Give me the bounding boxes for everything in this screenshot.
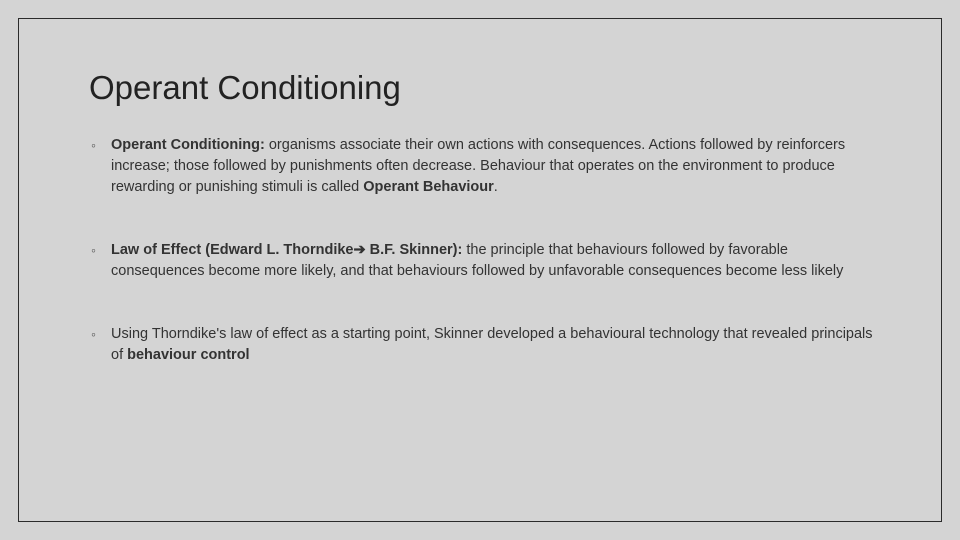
bullet-lead-bold-post: B.F. Skinner): [366,242,463,258]
bullet-lead-bold: Operant Conditioning: [111,137,265,153]
bullet-item: Operant Conditioning: organisms associat… [89,135,881,198]
bullet-list: Operant Conditioning: organisms associat… [89,135,881,366]
bullet-item: Law of Effect (Edward L. Thorndike➔ B.F.… [89,240,881,282]
bullet-lead-bold-pre: Law of Effect (Edward L. Thorndike [111,242,354,258]
bullet-trailing-punct: . [494,179,498,195]
arrow-icon: ➔ [354,242,366,258]
bullet-item: Using Thorndike's law of effect as a sta… [89,324,881,366]
slide-title: Operant Conditioning [89,69,881,107]
bullet-trailing-bold: behaviour control [127,347,249,363]
bullet-trailing-bold: Operant Behaviour [363,179,494,195]
slide-frame: Operant Conditioning Operant Conditionin… [18,18,942,522]
